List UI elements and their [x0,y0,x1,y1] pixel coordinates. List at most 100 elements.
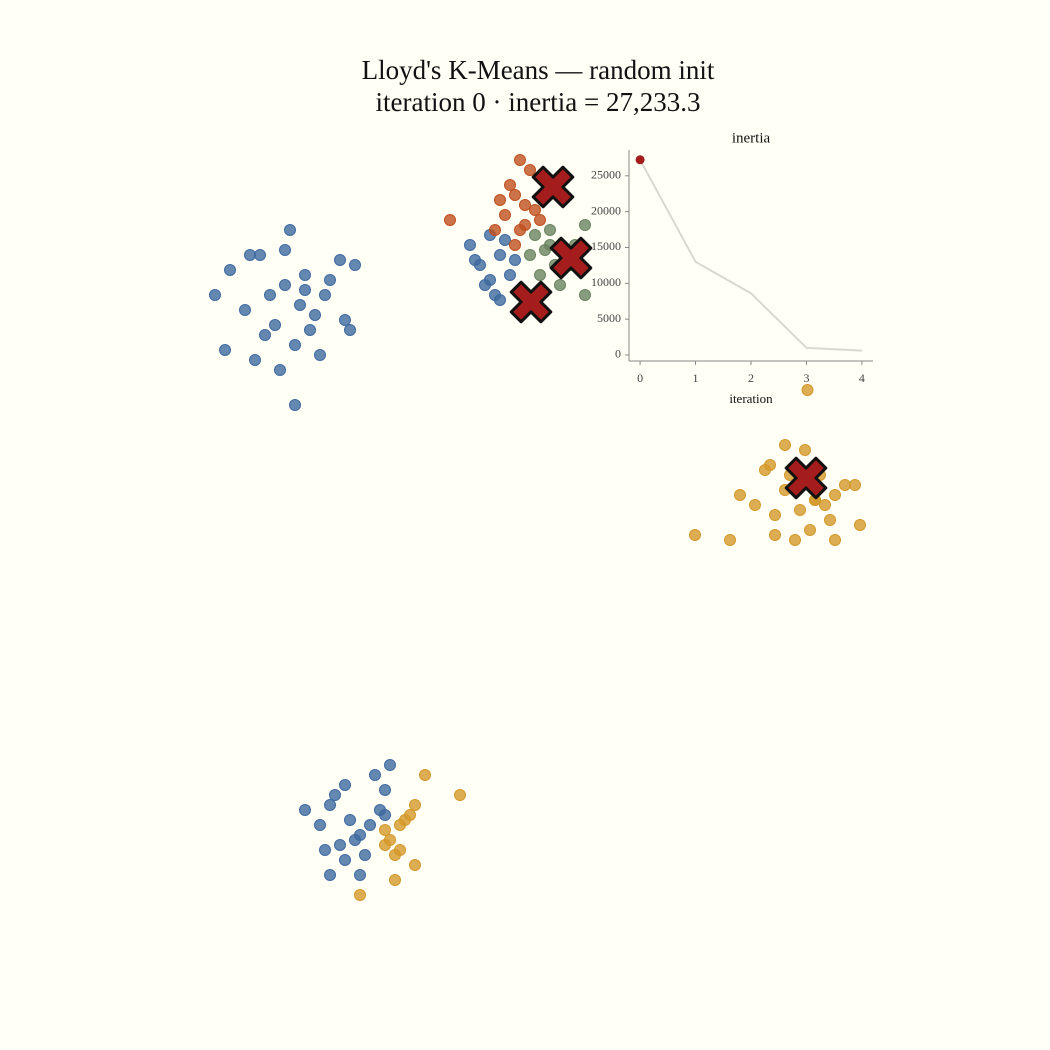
y-tick-label: 15000 [591,239,621,253]
point [254,249,266,261]
point [829,489,841,501]
point [494,194,506,206]
point [209,289,221,301]
point [274,364,286,376]
point [689,529,701,541]
point [339,779,351,791]
point [799,444,811,456]
point [379,809,391,821]
point [829,534,841,546]
point [344,324,356,336]
point [534,269,546,281]
y-tick-label: 20000 [591,203,621,217]
point [509,189,521,201]
point [379,784,391,796]
point [309,309,321,321]
centroid [784,456,828,500]
chart-subtitle: iteration 0 · inertia = 27,233.3 [376,87,701,117]
point [279,244,291,256]
point [244,249,256,261]
point [324,274,336,286]
point [824,514,836,526]
point [524,164,536,176]
point [329,789,341,801]
point [534,214,546,226]
point [544,224,556,236]
point [839,479,851,491]
point [524,249,536,261]
point [354,869,366,881]
centroid [509,280,553,324]
x-tick-label: 4 [859,371,865,385]
point [509,239,521,251]
point [801,384,814,396]
point [334,839,346,851]
inset-title: inertia [732,130,771,146]
point [304,324,316,336]
point [299,804,311,816]
point [299,269,311,281]
point [299,284,311,296]
x-tick-label: 2 [748,371,754,385]
point [294,299,306,311]
point [409,799,421,811]
point [529,229,541,241]
point [519,199,531,211]
point [849,479,861,491]
point [249,354,261,366]
point [359,849,371,861]
point [394,844,406,856]
point [319,289,331,301]
point [349,834,361,846]
point [239,304,251,316]
point [419,769,431,781]
x-tick-label: 0 [637,371,643,385]
point [854,519,866,531]
point [724,534,736,546]
point [314,819,326,831]
centroid [549,236,593,280]
point [444,214,456,226]
point [819,499,831,511]
x-tick-label: 3 [803,371,809,385]
point [499,209,511,221]
point [794,504,806,516]
point [264,289,276,301]
point [489,224,501,236]
point [379,839,391,851]
point [494,294,506,306]
point [579,289,591,301]
point [384,759,396,771]
y-tick-label: 10000 [591,275,621,289]
point [554,279,566,291]
point [259,329,271,341]
point [409,859,421,871]
y-tick-label: 25000 [591,168,621,182]
point [404,809,416,821]
point [514,224,526,236]
point [804,524,816,536]
point [504,269,516,281]
current-point [635,155,645,165]
point [224,264,236,276]
point [284,224,296,236]
x-tick-label: 1 [693,371,699,385]
point [289,399,301,411]
point [369,769,381,781]
point [499,234,511,246]
point [764,459,776,471]
inertia-line [639,159,862,352]
point [484,274,496,286]
point [389,874,401,886]
point [279,279,291,291]
point [314,349,326,361]
point [379,824,391,836]
point [364,819,376,831]
point [769,509,781,521]
point [349,259,361,271]
y-tick-label: 0 [615,347,621,361]
point [289,339,301,351]
point [769,529,781,541]
